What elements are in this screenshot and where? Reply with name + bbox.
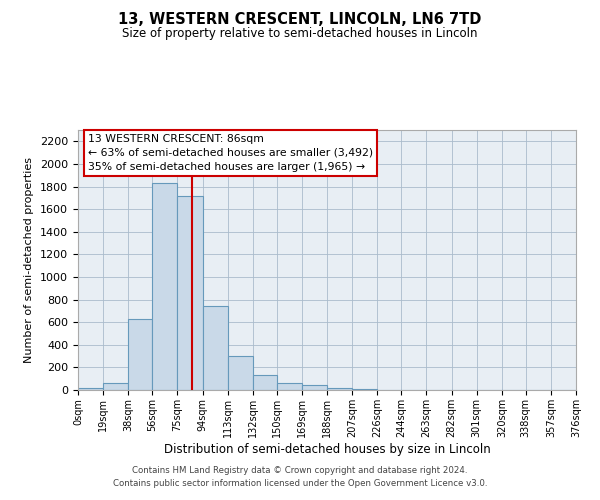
Bar xyxy=(277,382,302,390)
Bar xyxy=(78,388,103,390)
Text: Contains HM Land Registry data © Crown copyright and database right 2024.
Contai: Contains HM Land Registry data © Crown c… xyxy=(113,466,487,487)
Y-axis label: Number of semi-detached properties: Number of semi-detached properties xyxy=(25,157,34,363)
X-axis label: Distribution of semi-detached houses by size in Lincoln: Distribution of semi-detached houses by … xyxy=(164,442,490,456)
Text: 13, WESTERN CRESCENT, LINCOLN, LN6 7TD: 13, WESTERN CRESCENT, LINCOLN, LN6 7TD xyxy=(118,12,482,28)
Bar xyxy=(253,376,277,390)
Bar xyxy=(152,183,178,390)
Text: 13 WESTERN CRESCENT: 86sqm
← 63% of semi-detached houses are smaller (3,492)
35%: 13 WESTERN CRESCENT: 86sqm ← 63% of semi… xyxy=(88,134,373,172)
Bar xyxy=(103,383,128,390)
Bar xyxy=(227,356,253,390)
Bar xyxy=(302,386,327,390)
Text: Size of property relative to semi-detached houses in Lincoln: Size of property relative to semi-detach… xyxy=(122,28,478,40)
Bar xyxy=(128,319,152,390)
Bar xyxy=(327,388,352,390)
Bar xyxy=(203,306,227,390)
Bar xyxy=(178,196,203,390)
